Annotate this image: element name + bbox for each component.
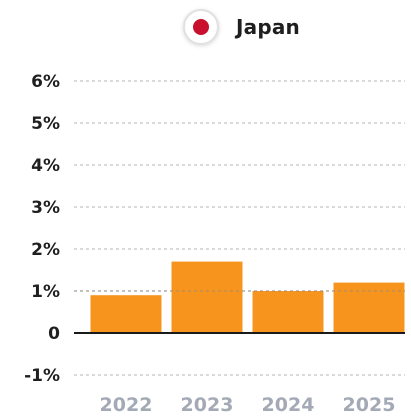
japan-flag-icon [183, 9, 219, 45]
x-tick-label: 2025 [343, 394, 396, 416]
x-tick-label: 2023 [181, 394, 234, 416]
y-tick-label: 3% [31, 198, 60, 218]
flag-red-circle [193, 19, 209, 35]
axis [74, 290, 405, 334]
x-tick-label: 2024 [262, 394, 315, 416]
legend-country-label: Japan [236, 15, 300, 39]
y-tick-label: 0 [48, 324, 60, 344]
bars [90, 261, 405, 333]
y-tick-label: 4% [31, 156, 60, 176]
bar-2022 [90, 295, 162, 333]
x-tick-label: 2022 [100, 394, 153, 416]
bar-2024 [252, 291, 324, 333]
x-tick-labels: 2022 2023 2024 2025 [100, 394, 396, 416]
y-tick-label: 6% [31, 72, 60, 92]
y-tick-label: -1% [24, 366, 60, 386]
y-tick-label: 1% [31, 282, 60, 302]
y-tick-labels: -1% 1% 2% 3% 4% 5% 6% 0 [24, 72, 60, 386]
chart-legend: Japan [0, 8, 411, 50]
y-tick-label: 5% [31, 114, 60, 134]
bar-2025 [333, 282, 405, 333]
bar-2023 [171, 261, 243, 333]
y-tick-label: 2% [31, 240, 60, 260]
